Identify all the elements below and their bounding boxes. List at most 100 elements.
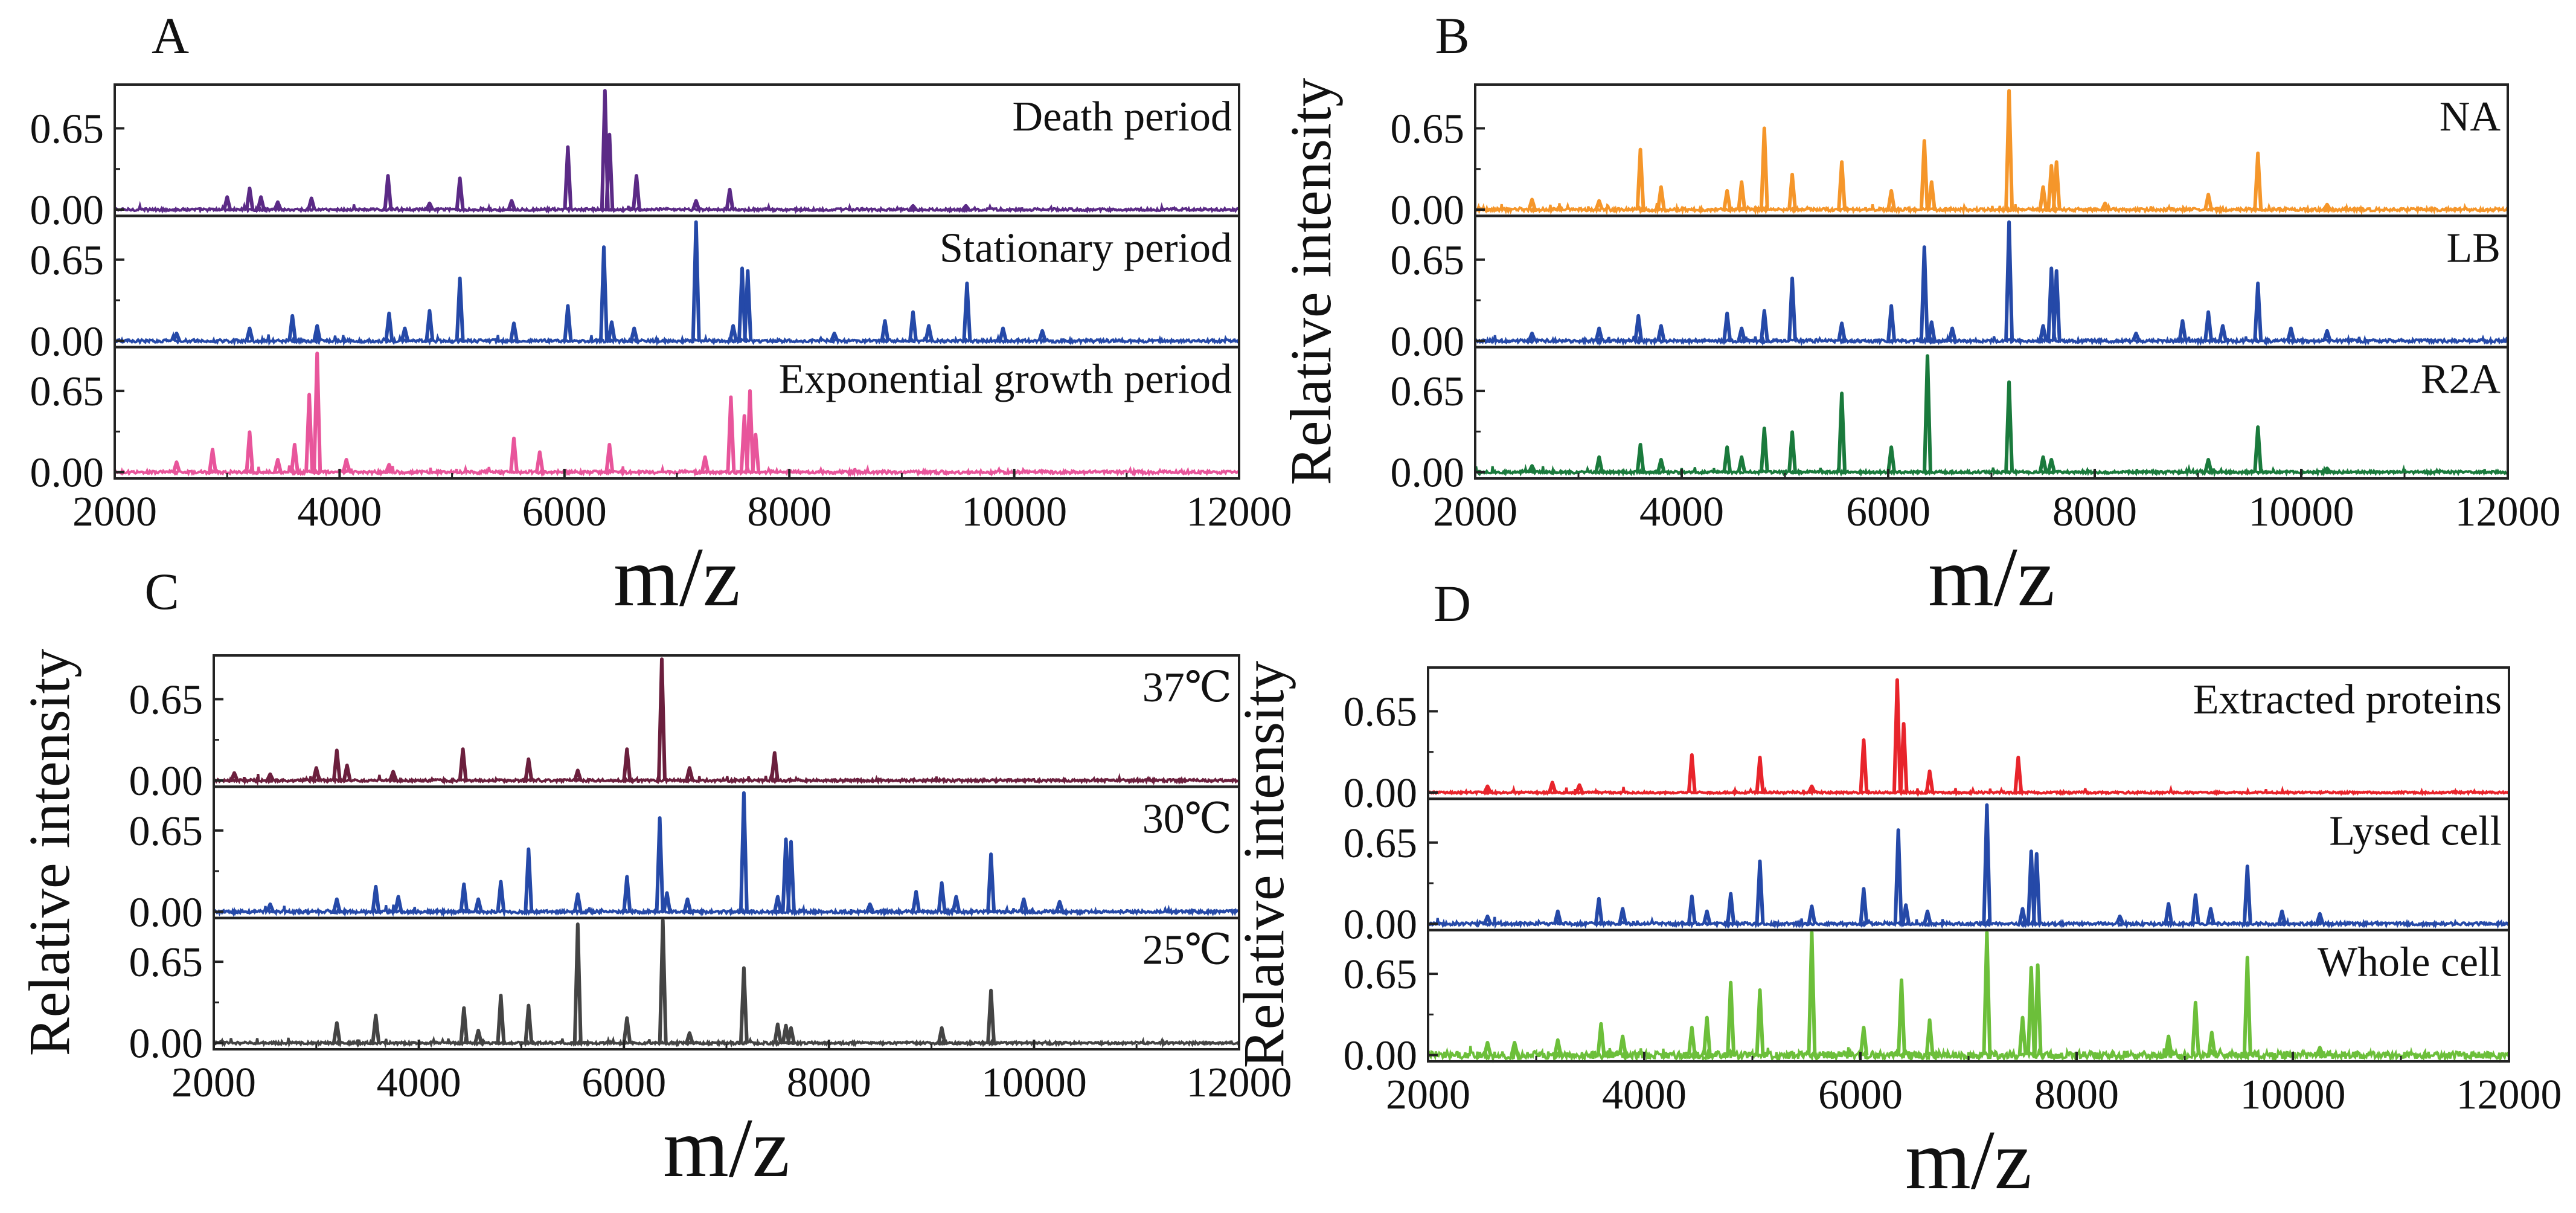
x-tick-label: 2000 bbox=[1386, 1072, 1470, 1118]
peak-6030 bbox=[622, 747, 632, 781]
series-label: 25℃ bbox=[1142, 927, 1232, 974]
peak-6350 bbox=[1919, 245, 1929, 341]
peak-6420 bbox=[1901, 903, 1911, 924]
peak-6420 bbox=[1926, 320, 1937, 341]
peak-2550 bbox=[265, 902, 275, 913]
peak-7500 bbox=[772, 1022, 783, 1044]
peak-7480 bbox=[726, 395, 736, 472]
peak-6620 bbox=[629, 326, 639, 342]
peak-3600 bbox=[289, 443, 300, 473]
peak-3000 bbox=[311, 766, 321, 781]
peak-3580 bbox=[287, 314, 298, 341]
peak-8400 bbox=[2115, 914, 2125, 925]
peak-4440 bbox=[1687, 1026, 1697, 1056]
y-tick-label: 0.65 bbox=[1344, 820, 1418, 867]
subplot-frame bbox=[1474, 346, 2509, 480]
x-tick-label: 12000 bbox=[2455, 489, 2561, 535]
peak-3800 bbox=[1656, 458, 1666, 473]
subplot-frame bbox=[213, 916, 1240, 1051]
subplot-d-3: 0.65 0.00 Whole cell bbox=[1344, 928, 2510, 1079]
peak-3200 bbox=[1594, 455, 1604, 473]
peak-3200 bbox=[1594, 326, 1604, 342]
x-axis-label: m/z bbox=[1928, 530, 2055, 624]
y-tick-label: 0.00 bbox=[129, 889, 203, 936]
x-tick-label: 6000 bbox=[522, 489, 607, 535]
peak-4580 bbox=[1737, 326, 1747, 342]
y-tick-label: 0.00 bbox=[1344, 1033, 1418, 1079]
peak-4580 bbox=[473, 1029, 484, 1044]
peak-5070 bbox=[524, 847, 534, 912]
peak-5550 bbox=[1837, 160, 1847, 210]
peak-7470 bbox=[725, 187, 735, 210]
peak-4800 bbox=[1726, 892, 1736, 924]
series-label: Whole cell bbox=[2318, 939, 2502, 986]
peak-9580 bbox=[2253, 151, 2263, 210]
peak-4440 bbox=[459, 882, 469, 912]
peak-3750 bbox=[306, 196, 316, 210]
peak-3800 bbox=[393, 895, 403, 912]
peak-5070 bbox=[1755, 756, 1765, 793]
peak-8100 bbox=[2100, 201, 2110, 211]
subplot-d-1: 0.65 0.00 Extracted proteins bbox=[1344, 666, 2510, 817]
x-tick-label: 8000 bbox=[2052, 489, 2137, 535]
spectrum-baseline bbox=[1427, 916, 2510, 930]
peak-9240 bbox=[2206, 907, 2216, 924]
peak-7170 bbox=[739, 966, 749, 1043]
spectrum-baseline bbox=[1427, 1046, 2510, 1064]
peak-8400 bbox=[829, 331, 839, 342]
peak-7630 bbox=[743, 269, 753, 341]
x-tick-label: 12000 bbox=[1187, 489, 1292, 535]
peak-6640 bbox=[1924, 769, 1935, 793]
panel-letter: C bbox=[144, 562, 179, 620]
peak-9570 bbox=[961, 204, 970, 211]
series-label: 37℃ bbox=[1142, 664, 1232, 711]
x-tick-label: 8000 bbox=[787, 1060, 871, 1106]
peak-4440 bbox=[1722, 188, 1732, 210]
peak-9240 bbox=[951, 895, 961, 912]
x-tick-label: 6000 bbox=[1846, 489, 1930, 535]
peak-4800 bbox=[496, 880, 506, 912]
peak-7500 bbox=[2038, 324, 2048, 341]
peak-3200 bbox=[332, 1021, 342, 1044]
peak-6380 bbox=[1897, 978, 1906, 1055]
peak-5070 bbox=[524, 1003, 534, 1043]
peak-3800 bbox=[312, 352, 322, 472]
y-tick-label: 0.00 bbox=[1344, 770, 1418, 817]
peak-3450 bbox=[273, 458, 283, 473]
peak-9100 bbox=[2190, 1000, 2200, 1055]
peak-3600 bbox=[1635, 147, 1645, 210]
peak-9580 bbox=[962, 282, 972, 341]
peak-9580 bbox=[2242, 956, 2252, 1055]
peak-5070 bbox=[455, 276, 465, 341]
subplot-a-2: 0.65 0.00 Stationary period bbox=[30, 214, 1240, 365]
series-label: NA bbox=[2440, 94, 2501, 140]
peak-7460 bbox=[2013, 756, 2023, 793]
y-tick-label: 0.00 bbox=[129, 758, 203, 805]
peak-9240 bbox=[2218, 324, 2228, 341]
peak-6030 bbox=[622, 1016, 632, 1044]
peak-6420 bbox=[1926, 180, 1937, 210]
peak-5530 bbox=[507, 199, 517, 210]
panel-letter: A bbox=[152, 7, 189, 65]
y-axis-label: Relative intensity bbox=[1278, 78, 1343, 486]
peak-4800 bbox=[425, 309, 435, 341]
peak-9100 bbox=[2203, 458, 2214, 473]
peak-6620 bbox=[1947, 326, 1957, 342]
peak-5070 bbox=[455, 176, 465, 210]
peak-7500 bbox=[2038, 455, 2048, 473]
peak-8850 bbox=[880, 319, 890, 341]
peak-4800 bbox=[1726, 980, 1736, 1055]
peak-3400 bbox=[1574, 783, 1584, 794]
peak-6030 bbox=[563, 145, 573, 210]
peak-3580 bbox=[371, 884, 381, 912]
peak-4580 bbox=[1702, 1015, 1712, 1055]
peak-5550 bbox=[1837, 391, 1847, 472]
peak-4440 bbox=[1687, 894, 1697, 924]
peak-6400 bbox=[1898, 722, 1909, 793]
panel-letter: D bbox=[1434, 574, 1471, 632]
peak-4800 bbox=[496, 994, 506, 1043]
x-tick-label: 2000 bbox=[171, 1060, 256, 1106]
peak-4580 bbox=[400, 326, 410, 342]
series-label: LB bbox=[2447, 225, 2501, 271]
